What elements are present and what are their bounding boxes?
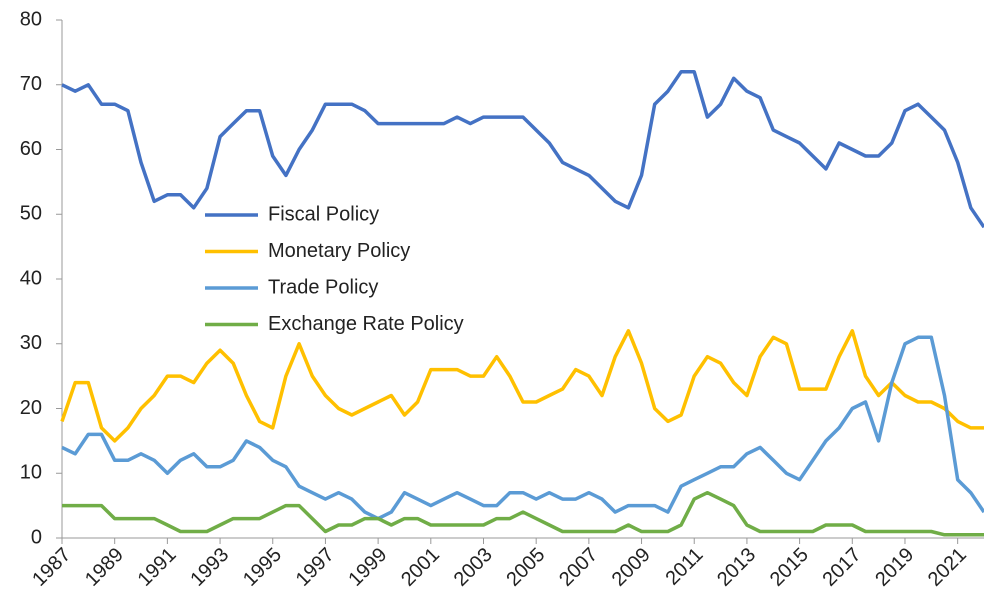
series-line bbox=[61, 335, 984, 521]
y-tick-label: 20 bbox=[20, 397, 42, 419]
y-tick-label: 60 bbox=[20, 138, 42, 160]
x-tick-label: 2019 bbox=[871, 544, 918, 591]
y-tick-label: 10 bbox=[20, 462, 42, 484]
x-tick-label: 1991 bbox=[134, 544, 181, 591]
x-tick-label: 1995 bbox=[239, 544, 286, 591]
x-tick-label: 1987 bbox=[28, 544, 75, 591]
x-tick-label: 2005 bbox=[502, 544, 549, 591]
x-tick-label: 2011 bbox=[662, 544, 708, 590]
series-line bbox=[62, 490, 984, 537]
series-line bbox=[61, 70, 984, 229]
y-tick-label: 50 bbox=[20, 203, 42, 225]
legend-label: Monetary Policy bbox=[268, 240, 410, 262]
legend-label: Fiscal Policy bbox=[268, 203, 379, 225]
y-tick-label: 70 bbox=[20, 73, 42, 95]
y-tick-label: 80 bbox=[20, 8, 42, 30]
x-tick-label: 2007 bbox=[555, 544, 602, 591]
x-tick-label: 2003 bbox=[450, 544, 497, 591]
x-tick-label: 2013 bbox=[713, 544, 760, 591]
x-tick-label: 1993 bbox=[186, 544, 233, 591]
y-tick-label: 40 bbox=[20, 267, 42, 289]
legend-label: Trade Policy bbox=[268, 276, 378, 298]
y-tick-label: 30 bbox=[20, 332, 42, 354]
legend-label: Exchange Rate Policy bbox=[268, 313, 464, 335]
x-tick-label: 1999 bbox=[344, 544, 391, 591]
x-tick-label: 2021 bbox=[924, 544, 971, 591]
x-tick-label: 2009 bbox=[608, 544, 655, 591]
x-tick-label: 1989 bbox=[81, 544, 128, 591]
x-tick-label: 1997 bbox=[292, 544, 339, 591]
series-line bbox=[60, 329, 984, 443]
x-tick-label: 2001 bbox=[397, 544, 444, 591]
y-tick-label: 0 bbox=[31, 526, 42, 548]
x-tick-label: 2017 bbox=[819, 544, 866, 591]
x-tick-label: 2015 bbox=[766, 544, 813, 591]
